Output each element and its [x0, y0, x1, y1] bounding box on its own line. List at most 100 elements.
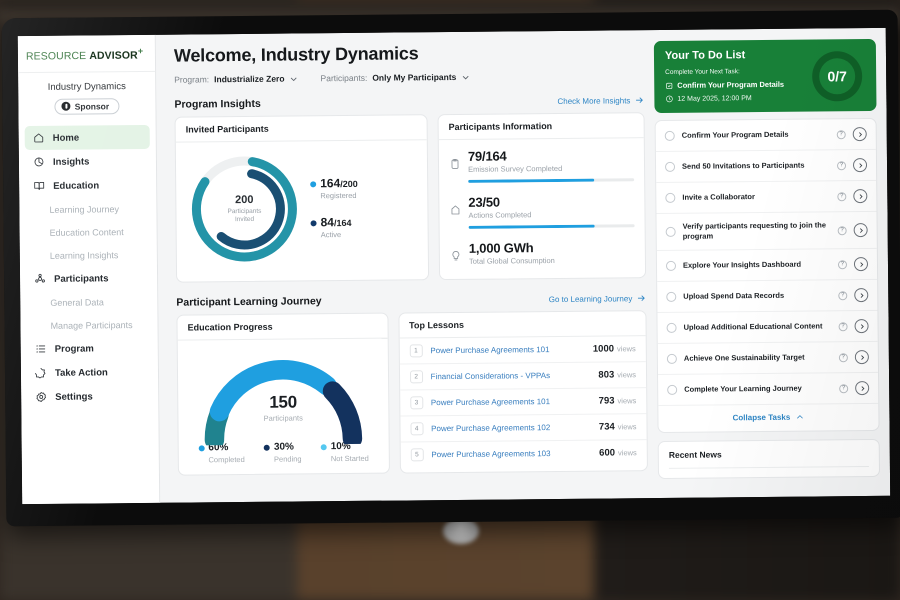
sidebar-subitem-learning-insights[interactable]: Learning Insights	[26, 243, 151, 267]
todo-checkbox[interactable]	[665, 226, 676, 238]
help-icon[interactable]: ?	[836, 160, 847, 170]
sidebar-item-settings[interactable]: Settings	[27, 384, 152, 409]
learning-journey-cards: Education Progress	[176, 310, 648, 476]
participants-filter-label: Participants:	[320, 72, 368, 84]
todo-item[interactable]: Verify participants requesting to join t…	[656, 211, 877, 252]
recent-news-card: Recent News	[657, 439, 881, 480]
app-logo[interactable]: RESOURCE ADVISOR+	[17, 34, 156, 73]
lesson-row[interactable]: 3 Power Purchase Agreements 101 793 views	[399, 388, 647, 417]
invited-donut-center: 200 Participants Invited	[186, 150, 303, 267]
todo-checkbox[interactable]	[667, 385, 678, 396]
todo-item-go-button[interactable]	[853, 223, 868, 238]
sidebar-item-participants[interactable]: Participants	[26, 266, 151, 291]
todo-item-go-button[interactable]	[854, 350, 869, 365]
app-window: RESOURCE ADVISOR+ Industry Dynamics Spon…	[17, 27, 891, 505]
sidebar-subitem-education-content[interactable]: Education Content	[26, 220, 151, 244]
lesson-title[interactable]: Power Purchase Agreements 101	[430, 345, 550, 356]
lesson-row[interactable]: 2 Financial Considerations - VPPAs 803 view…	[399, 362, 647, 391]
help-icon[interactable]: ?	[837, 259, 848, 270]
todo-item-go-button[interactable]	[854, 319, 869, 334]
chevron-right-icon	[858, 162, 862, 168]
collapse-tasks-button[interactable]: Collapse Tasks	[658, 404, 878, 432]
help-icon[interactable]: ?	[837, 225, 847, 235]
todo-item-label: Upload Spend Data Records	[683, 291, 785, 301]
lesson-row[interactable]: 4 Power Purchase Agreements 102 734 views	[400, 414, 647, 443]
screen: RESOURCE ADVISOR+ Industry Dynamics Spon…	[17, 27, 891, 505]
todo-item-go-button[interactable]	[854, 288, 869, 303]
leaf-icon	[451, 205, 460, 215]
education-progress-body: 150 Participants 60% Completed 30% Pending 1…	[178, 339, 389, 475]
todo-checkbox[interactable]	[664, 130, 675, 141]
help-icon[interactable]: ?	[836, 129, 846, 139]
help-icon[interactable]: ?	[837, 191, 847, 201]
program-filter-value: Industrialize Zero	[214, 73, 285, 85]
todo-item-label: Upload Additional Educational Content	[683, 321, 823, 332]
monitor-frame: RESOURCE ADVISOR+ Industry Dynamics Spon…	[1, 9, 900, 527]
lesson-row[interactable]: 5 Power Purchase Agreements 103 600 views	[400, 440, 647, 467]
todo-checkbox[interactable]	[666, 292, 677, 303]
program-filter[interactable]: Program: Industrialize Zero	[174, 73, 298, 85]
check-more-insights-link[interactable]: Check More Insights	[557, 95, 644, 106]
todo-item-go-button[interactable]	[852, 127, 867, 142]
todo-checkbox[interactable]	[664, 161, 676, 172]
todo-item-label: Explore Your Insights Dashboard	[682, 259, 802, 270]
sidebar-item-education[interactable]: Education	[25, 173, 150, 198]
lesson-title[interactable]: Power Purchase Agreements 101	[430, 397, 551, 408]
help-icon[interactable]: ?	[838, 352, 848, 363]
todo-item-go-button[interactable]	[853, 257, 869, 272]
todo-item[interactable]: Invite a Collaborator?	[656, 180, 877, 215]
help-icon[interactable]: ?	[838, 290, 848, 301]
education-progress-value: 150	[269, 392, 297, 412]
todo-item[interactable]: Complete Your Learning Journey?	[658, 373, 879, 407]
todo-next-task-label: Confirm Your Program Details	[677, 79, 785, 90]
todo-item-label: Send 50 Invitations to Participants	[681, 160, 805, 171]
help-icon[interactable]: ?	[839, 383, 849, 394]
todo-checkbox[interactable]	[665, 261, 677, 272]
participants-filter[interactable]: Participants: Only My Participants	[320, 72, 470, 83]
sidebar-item-take-action[interactable]: Take Action	[27, 360, 152, 385]
participants-info-value: 79/164	[467, 148, 507, 164]
sidebar-item-home[interactable]: Home	[24, 124, 150, 151]
learning-journey-header: Participant Learning Journey Go to Learn…	[176, 292, 646, 309]
recent-news-title: Recent News	[668, 449, 722, 461]
todo-item[interactable]: Achieve One Sustainability Target?	[657, 342, 879, 376]
todo-checkbox[interactable]	[665, 192, 676, 203]
legend-dot	[263, 444, 270, 451]
todo-item[interactable]: Upload Additional Educational Content?	[657, 311, 878, 345]
todo-checkbox[interactable]	[666, 354, 677, 365]
help-icon[interactable]: ?	[838, 321, 848, 332]
chevron-right-icon	[859, 227, 863, 233]
education-progress-center: 150 Participants	[188, 392, 378, 424]
top-lessons-list: 1 Power Purchase Agreements 101 1000 views 2…	[399, 336, 647, 467]
sidebar-subitem-general-data[interactable]: General Data	[26, 290, 151, 314]
sidebar-subitem-manage-participants[interactable]: Manage Participants	[26, 313, 151, 337]
chevron-right-icon	[860, 292, 864, 298]
sponsor-badge[interactable]: Sponsor	[54, 97, 120, 115]
todo-item-go-button[interactable]	[852, 158, 868, 173]
invited-legend: 164/200 Registered 84/164 Active	[308, 176, 358, 239]
go-to-learning-journey-link[interactable]: Go to Learning Journey	[549, 293, 647, 304]
todo-progress-ring: 0/7	[811, 51, 863, 102]
sidebar-subitem-label: Manage Participants	[50, 319, 133, 331]
progress-bar	[468, 178, 635, 183]
lesson-title[interactable]: Power Purchase Agreements 102	[431, 423, 551, 434]
todo-item-go-button[interactable]	[855, 381, 870, 396]
todo-counter: 0/7	[827, 68, 847, 85]
sidebar-item-insights[interactable]: Insights	[25, 149, 150, 174]
lesson-views: 734 views	[598, 421, 637, 433]
todo-item[interactable]: Explore Your Insights Dashboard?	[656, 249, 878, 283]
todo-item[interactable]: Send 50 Invitations to Participants?	[655, 149, 877, 184]
desk-object	[443, 518, 479, 544]
lesson-title[interactable]: Financial Considerations - VPPAs	[430, 371, 551, 382]
todo-item[interactable]: Upload Spend Data Records?	[657, 280, 878, 314]
todo-item-go-button[interactable]	[853, 189, 868, 204]
lesson-title[interactable]: Power Purchase Agreements 103	[431, 449, 551, 460]
sidebar-item-program[interactable]: Program	[27, 336, 152, 361]
todo-item-label: Confirm Your Program Details	[681, 129, 789, 140]
lesson-row[interactable]: 1 Power Purchase Agreements 101 1000 views	[399, 336, 646, 365]
sidebar-subitem-learning-journey[interactable]: Learning Journey	[25, 197, 150, 221]
todo-checkbox[interactable]	[666, 323, 677, 334]
todo-item[interactable]: Confirm Your Program Details?	[655, 118, 876, 153]
clock-icon	[666, 95, 673, 103]
education-progress-gauge: 150 Participants	[188, 352, 378, 450]
